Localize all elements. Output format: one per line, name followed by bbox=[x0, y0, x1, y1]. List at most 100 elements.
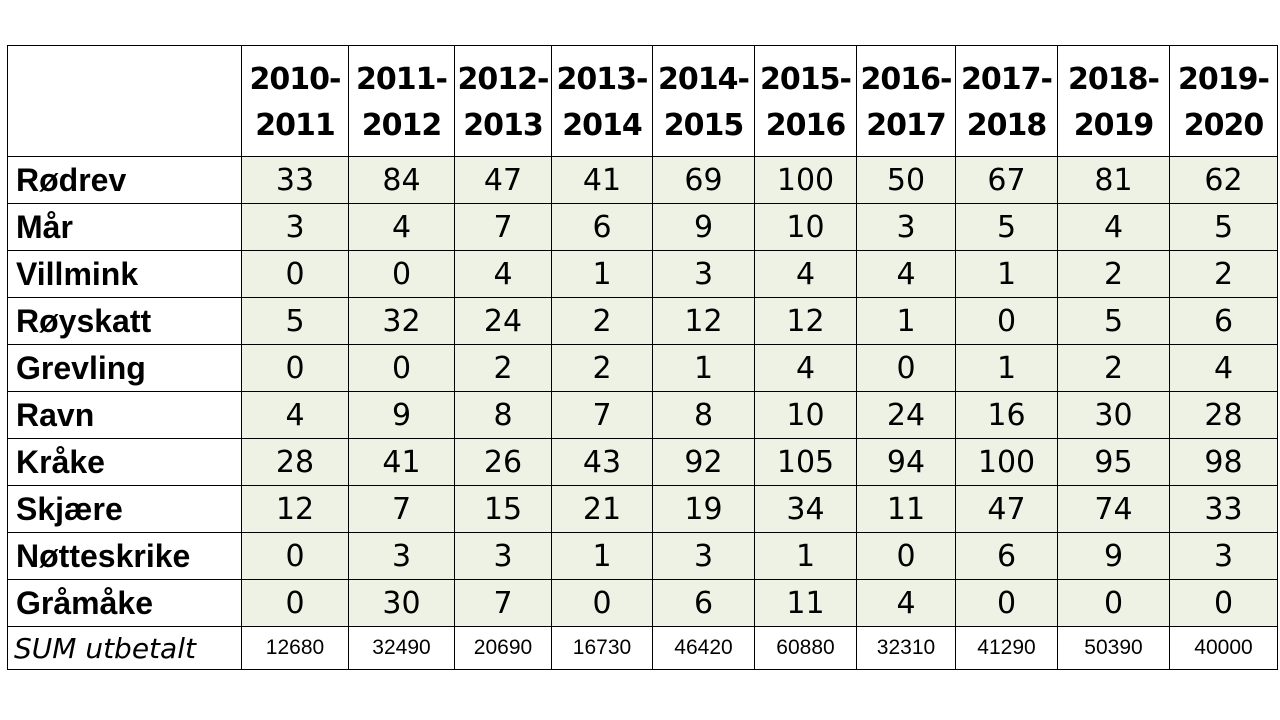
count-cell: 1 bbox=[955, 250, 1058, 298]
count-cell: 47 bbox=[955, 485, 1058, 533]
header-line: 2013 bbox=[463, 108, 544, 143]
data-table: 2010- 2011 2011- 2012 2012- 2013 2013- 2014 2014… bbox=[7, 45, 1278, 670]
count-cell: 5 bbox=[955, 203, 1058, 251]
sum-cell: 32310 bbox=[856, 626, 956, 670]
count-cell: 12 bbox=[754, 297, 857, 345]
header-line: 2017- bbox=[961, 62, 1053, 97]
sum-cell: 12680 bbox=[241, 626, 349, 670]
sum-label: SUM utbetalt bbox=[7, 626, 242, 670]
count-cell: 0 bbox=[856, 532, 956, 580]
count-cell: 6 bbox=[955, 532, 1058, 580]
count-cell: 3 bbox=[652, 250, 755, 298]
count-cell: 33 bbox=[1169, 485, 1278, 533]
count-cell: 4 bbox=[454, 250, 552, 298]
header-line: 2019 bbox=[1073, 108, 1155, 143]
count-cell: 4 bbox=[856, 250, 956, 298]
count-cell: 4 bbox=[754, 344, 857, 392]
count-cell: 15 bbox=[454, 485, 552, 533]
count-cell: 2 bbox=[1169, 250, 1278, 298]
count-cell: 6 bbox=[1169, 297, 1278, 345]
header-line: 2020 bbox=[1183, 108, 1265, 143]
count-cell: 8 bbox=[454, 391, 552, 439]
count-cell: 0 bbox=[241, 532, 349, 580]
count-cell: 81 bbox=[1057, 156, 1170, 204]
count-cell: 3 bbox=[241, 203, 349, 251]
count-cell: 2 bbox=[551, 344, 653, 392]
count-cell: 2 bbox=[1057, 250, 1170, 298]
header-line: 2011 bbox=[255, 108, 336, 143]
count-cell: 5 bbox=[1169, 203, 1278, 251]
count-cell: 47 bbox=[454, 156, 552, 204]
count-cell: 0 bbox=[241, 250, 349, 298]
count-cell: 69 bbox=[652, 156, 755, 204]
header-line: 2014 bbox=[562, 108, 643, 143]
count-cell: 67 bbox=[955, 156, 1058, 204]
count-cell: 0 bbox=[955, 579, 1058, 627]
count-cell: 12 bbox=[241, 485, 349, 533]
year-header: 2015- 2016 bbox=[754, 45, 857, 157]
count-cell: 7 bbox=[348, 485, 455, 533]
count-cell: 0 bbox=[551, 579, 653, 627]
count-cell: 3 bbox=[856, 203, 956, 251]
count-cell: 19 bbox=[652, 485, 755, 533]
data-row: Røyskatt 5 32 24 2 12 12 1 0 5 6 bbox=[7, 297, 1278, 345]
sum-cell: 41290 bbox=[955, 626, 1058, 670]
count-cell: 0 bbox=[1057, 579, 1170, 627]
count-cell: 33 bbox=[241, 156, 349, 204]
sum-cell: 60880 bbox=[754, 626, 857, 670]
count-cell: 28 bbox=[241, 438, 349, 486]
count-cell: 5 bbox=[241, 297, 349, 345]
count-cell: 32 bbox=[348, 297, 455, 345]
count-cell: 0 bbox=[348, 344, 455, 392]
count-cell: 2 bbox=[454, 344, 552, 392]
count-cell: 0 bbox=[241, 579, 349, 627]
count-cell: 3 bbox=[454, 532, 552, 580]
count-cell: 105 bbox=[754, 438, 857, 486]
count-cell: 7 bbox=[454, 579, 552, 627]
row-label: Rødrev bbox=[7, 156, 242, 204]
row-label: Mår bbox=[7, 203, 242, 251]
data-row: Villmink 0 0 4 1 3 4 4 1 2 2 bbox=[7, 250, 1278, 298]
year-header: 2018- 2019 bbox=[1057, 45, 1170, 157]
count-cell: 2 bbox=[1057, 344, 1170, 392]
year-header: 2010- 2011 bbox=[241, 45, 349, 157]
count-cell: 1 bbox=[754, 532, 857, 580]
count-cell: 11 bbox=[856, 485, 956, 533]
count-cell: 24 bbox=[856, 391, 956, 439]
row-label: Kråke bbox=[7, 438, 242, 486]
sum-cell: 32490 bbox=[348, 626, 455, 670]
data-row: Grevling 0 0 2 2 1 4 0 1 2 4 bbox=[7, 344, 1278, 392]
row-label: Grevling bbox=[7, 344, 242, 392]
count-cell: 0 bbox=[955, 297, 1058, 345]
count-cell: 30 bbox=[1057, 391, 1170, 439]
row-label: Nøtteskrike bbox=[7, 532, 242, 580]
count-cell: 100 bbox=[955, 438, 1058, 486]
count-cell: 28 bbox=[1169, 391, 1278, 439]
count-cell: 24 bbox=[454, 297, 552, 345]
header-line: 2010- bbox=[249, 62, 342, 97]
count-cell: 100 bbox=[754, 156, 857, 204]
header-line: 2012- bbox=[457, 62, 550, 97]
header-line: 2015 bbox=[663, 108, 745, 143]
count-cell: 4 bbox=[241, 391, 349, 439]
count-cell: 30 bbox=[348, 579, 455, 627]
count-cell: 7 bbox=[551, 391, 653, 439]
count-cell: 16 bbox=[955, 391, 1058, 439]
count-cell: 0 bbox=[241, 344, 349, 392]
count-cell: 9 bbox=[1057, 532, 1170, 580]
data-row: Skjære 12 7 15 21 19 34 11 47 74 33 bbox=[7, 485, 1278, 533]
count-cell: 5 bbox=[1057, 297, 1170, 345]
count-cell: 9 bbox=[348, 391, 455, 439]
count-cell: 11 bbox=[754, 579, 857, 627]
count-cell: 12 bbox=[652, 297, 755, 345]
count-cell: 6 bbox=[652, 579, 755, 627]
sum-cell: 20690 bbox=[454, 626, 552, 670]
row-label: Skjære bbox=[7, 485, 242, 533]
count-cell: 3 bbox=[1169, 532, 1278, 580]
header-line: 2011- bbox=[356, 62, 448, 97]
sum-cell: 46420 bbox=[652, 626, 755, 670]
count-cell: 0 bbox=[1169, 579, 1278, 627]
count-cell: 4 bbox=[348, 203, 455, 251]
header-line: 2016 bbox=[765, 108, 847, 143]
count-cell: 1 bbox=[652, 344, 755, 392]
